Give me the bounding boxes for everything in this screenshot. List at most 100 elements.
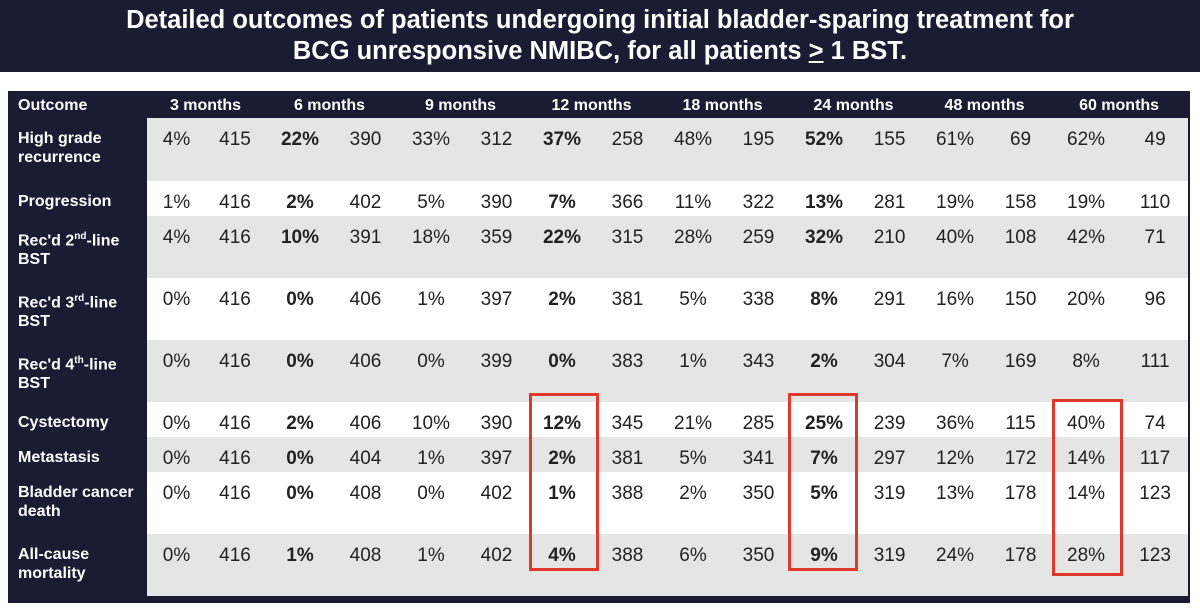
title-banner: Detailed outcomes of patients undergoing… bbox=[0, 0, 1200, 72]
percent-cell: 11% bbox=[657, 181, 730, 216]
n-at-risk-cell: 402 bbox=[336, 181, 395, 216]
col-header: 3 months bbox=[147, 93, 264, 118]
percent-cell: 0% bbox=[147, 534, 206, 596]
percent-cell: 32% bbox=[788, 216, 861, 278]
col-header: 24 months bbox=[788, 93, 920, 118]
row-label: Rec'd 4th-line BST bbox=[10, 340, 147, 402]
percent-cell: 12% bbox=[526, 402, 598, 437]
n-at-risk-cell: 178 bbox=[991, 534, 1051, 596]
table-row: All-cause mortality 0% 416 1% 408 1% 402 4% 388 6… bbox=[10, 534, 1189, 596]
n-at-risk-cell: 390 bbox=[467, 181, 526, 216]
percent-cell: 10% bbox=[264, 216, 336, 278]
percent-cell: 4% bbox=[526, 534, 598, 596]
percent-cell: 36% bbox=[919, 402, 992, 437]
percent-cell: 1% bbox=[147, 181, 206, 216]
title-line-1: Detailed outcomes of patients undergoing… bbox=[126, 6, 1074, 34]
percent-cell: 18% bbox=[395, 216, 467, 278]
n-at-risk-cell: 210 bbox=[860, 216, 920, 278]
n-at-risk-cell: 96 bbox=[1122, 278, 1189, 340]
col-header: 60 months bbox=[1050, 93, 1189, 118]
percent-cell: 1% bbox=[264, 534, 336, 596]
n-at-risk-cell: 397 bbox=[467, 437, 526, 472]
n-at-risk-cell: 415 bbox=[206, 118, 264, 181]
percent-cell: 1% bbox=[395, 278, 467, 340]
percent-cell: 1% bbox=[395, 437, 467, 472]
n-at-risk-cell: 366 bbox=[598, 181, 658, 216]
percent-cell: 42% bbox=[1050, 216, 1123, 278]
table-row: Progression 1% 416 2% 402 5% 390 7% 366 11% 322 13%… bbox=[10, 181, 1189, 216]
percent-cell: 14% bbox=[1050, 472, 1123, 534]
n-at-risk-cell: 172 bbox=[991, 437, 1051, 472]
highlight-box-60-months bbox=[1052, 399, 1123, 576]
n-at-risk-cell: 319 bbox=[860, 472, 920, 534]
n-at-risk-cell: 74 bbox=[1122, 402, 1189, 437]
percent-cell: 9% bbox=[788, 534, 861, 596]
percent-cell: 0% bbox=[526, 340, 598, 402]
percent-cell: 14% bbox=[1050, 437, 1123, 472]
percent-cell: 19% bbox=[919, 181, 992, 216]
col-header: 6 months bbox=[264, 93, 395, 118]
percent-cell: 28% bbox=[1050, 534, 1123, 596]
percent-cell: 5% bbox=[788, 472, 861, 534]
percent-cell: 2% bbox=[526, 437, 598, 472]
n-at-risk-cell: 402 bbox=[467, 534, 526, 596]
row-label-suffix: -line BST bbox=[18, 356, 117, 393]
n-at-risk-cell: 408 bbox=[336, 472, 395, 534]
n-at-risk-cell: 304 bbox=[860, 340, 920, 402]
highlight-box-24-months bbox=[788, 393, 858, 571]
n-at-risk-cell: 404 bbox=[336, 437, 395, 472]
percent-cell: 8% bbox=[1050, 340, 1123, 402]
percent-cell: 0% bbox=[147, 340, 206, 402]
percent-cell: 19% bbox=[1050, 181, 1123, 216]
row-label: High grade recurrence bbox=[10, 118, 147, 181]
n-at-risk-cell: 155 bbox=[860, 118, 920, 181]
n-at-risk-cell: 406 bbox=[336, 402, 395, 437]
n-at-risk-cell: 406 bbox=[336, 278, 395, 340]
percent-cell: 16% bbox=[919, 278, 992, 340]
n-at-risk-cell: 71 bbox=[1122, 216, 1189, 278]
percent-cell: 61% bbox=[919, 118, 992, 181]
percent-cell: 1% bbox=[657, 340, 730, 402]
n-at-risk-cell: 406 bbox=[336, 340, 395, 402]
n-at-risk-cell: 416 bbox=[206, 181, 264, 216]
percent-cell: 0% bbox=[264, 340, 336, 402]
percent-cell: 2% bbox=[264, 181, 336, 216]
row-label-prefix: Rec'd 3 bbox=[18, 294, 75, 312]
percent-cell: 13% bbox=[788, 181, 861, 216]
n-at-risk-cell: 123 bbox=[1122, 472, 1189, 534]
table-row: Rec'd 3rd-line BST 0% 416 0% 406 1% 397 2% 381 5%… bbox=[10, 278, 1189, 340]
outcomes-table: Outcome 3 months 6 months 9 months 12 mo… bbox=[10, 93, 1189, 596]
percent-cell: 0% bbox=[264, 472, 336, 534]
n-at-risk-cell: 285 bbox=[729, 402, 789, 437]
n-at-risk-cell: 158 bbox=[991, 181, 1051, 216]
n-at-risk-cell: 388 bbox=[598, 472, 658, 534]
percent-cell: 1% bbox=[395, 534, 467, 596]
outcome-header: Outcome bbox=[10, 93, 147, 118]
percent-cell: 1% bbox=[526, 472, 598, 534]
percent-cell: 4% bbox=[147, 118, 206, 181]
n-at-risk-cell: 416 bbox=[206, 402, 264, 437]
n-at-risk-cell: 416 bbox=[206, 437, 264, 472]
percent-cell: 7% bbox=[526, 181, 598, 216]
n-at-risk-cell: 416 bbox=[206, 216, 264, 278]
n-at-risk-cell: 123 bbox=[1122, 534, 1189, 596]
n-at-risk-cell: 341 bbox=[729, 437, 789, 472]
percent-cell: 8% bbox=[788, 278, 861, 340]
title-line-2: BCG unresponsive NMIBC, for all patients… bbox=[0, 36, 1200, 66]
n-at-risk-cell: 390 bbox=[336, 118, 395, 181]
n-at-risk-cell: 343 bbox=[729, 340, 789, 402]
n-at-risk-cell: 315 bbox=[598, 216, 658, 278]
percent-cell: 0% bbox=[395, 472, 467, 534]
row-label: Rec'd 3rd-line BST bbox=[10, 278, 147, 340]
n-at-risk-cell: 381 bbox=[598, 278, 658, 340]
row-label-suffix: -line BST bbox=[18, 294, 118, 331]
n-at-risk-cell: 258 bbox=[598, 118, 658, 181]
percent-cell: 28% bbox=[657, 216, 730, 278]
n-at-risk-cell: 115 bbox=[991, 402, 1051, 437]
percent-cell: 40% bbox=[919, 216, 992, 278]
title-greater-equal-symbol: > bbox=[808, 37, 824, 65]
row-label-prefix: Rec'd 2 bbox=[18, 232, 75, 250]
n-at-risk-cell: 195 bbox=[729, 118, 789, 181]
n-at-risk-cell: 178 bbox=[991, 472, 1051, 534]
percent-cell: 52% bbox=[788, 118, 861, 181]
